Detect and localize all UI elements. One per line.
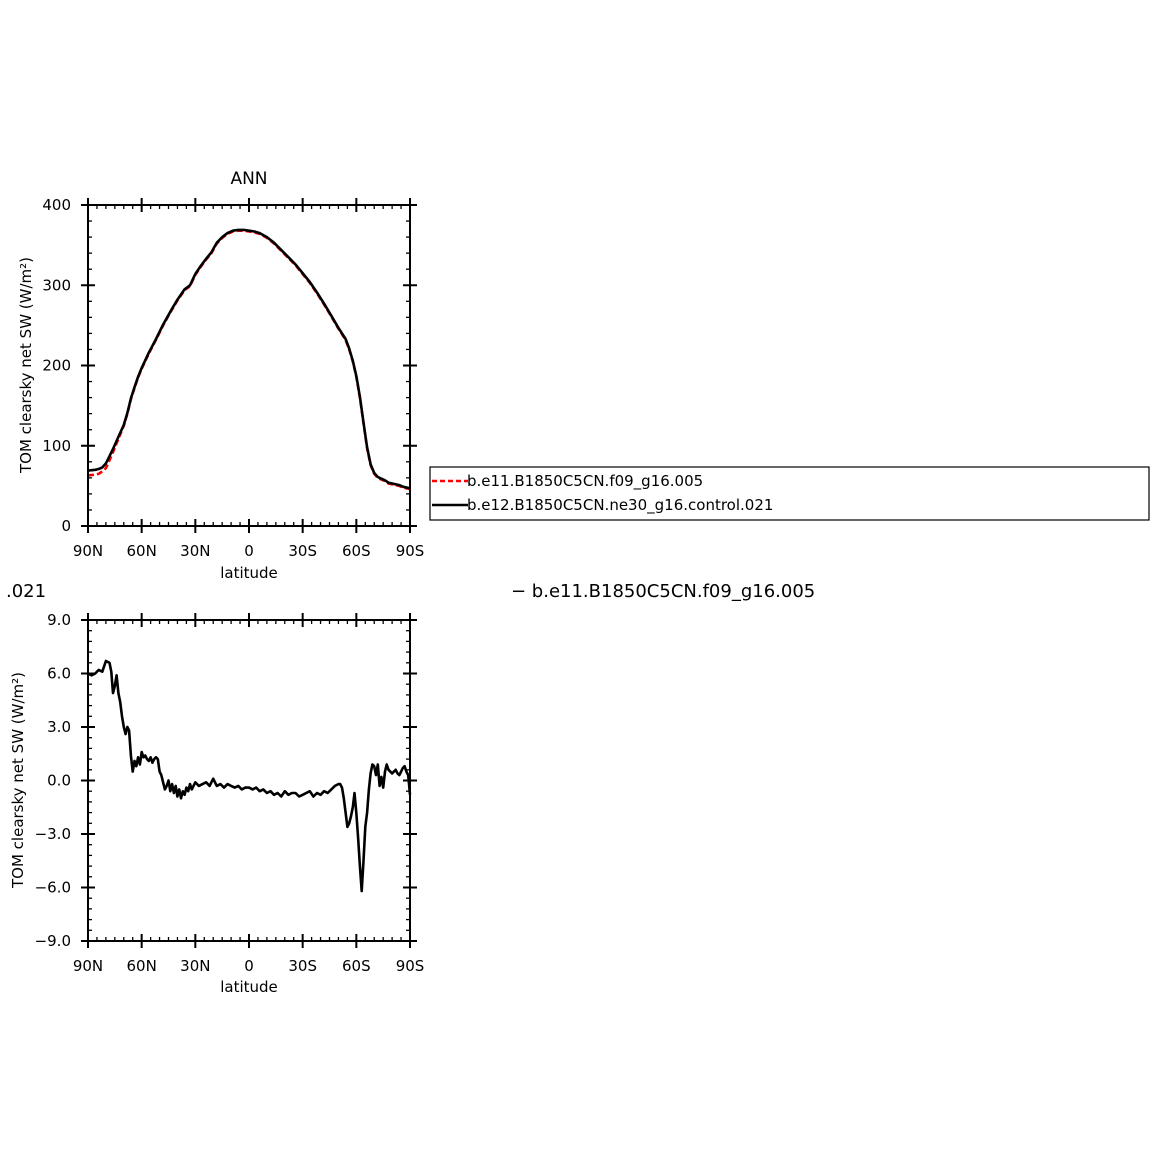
chart0-series-line-1 xyxy=(87,229,411,491)
chart1-series-line-1 xyxy=(87,659,412,893)
bottom-panel: 90N 60N 30N 0 30S 60S 90S −9.0 −6.0 −3.0 0.0 3.0 6.… xyxy=(9,611,424,996)
bottom-y-axis-title: TOM clearsky net SW (W/m²) xyxy=(9,672,27,889)
chart1-y-tick-label: 6.0 xyxy=(47,665,71,683)
chart0-x-tick-label: 0 xyxy=(244,542,254,560)
chart1-y-tick-label: 0.0 xyxy=(47,772,71,790)
diff-caption-left: .021 xyxy=(6,581,46,602)
chart1-x-tick-label: 90S xyxy=(396,957,425,975)
chart0-x-tick-label: 30N xyxy=(180,542,210,560)
chart0-y-tick-label: 100 xyxy=(42,437,71,455)
chart0-x-tick-label: 30S xyxy=(288,542,317,560)
bottom-ticks-group xyxy=(81,613,417,948)
chart0-x-tick-label: 90N xyxy=(73,542,103,560)
legend-label-series-2: b.e12.B1850C5CN.ne30_g16.control.021 xyxy=(467,496,773,515)
chart0-x-tick-label: 90S xyxy=(396,542,425,560)
chart1-x-tick-label: 30S xyxy=(288,957,317,975)
chart0-y-tick-label: 200 xyxy=(42,357,71,375)
top-panel: ANN 90N 60N 30N 0 30S 60S 90S 0 100 200 300 400 la… xyxy=(17,169,424,582)
chart0-x-tick-label: 60S xyxy=(342,542,371,560)
top-ticks-group xyxy=(81,198,417,533)
chart1-x-tick-label: 90N xyxy=(73,957,103,975)
top-y-tick-labels: 0 100 200 300 400 xyxy=(42,196,71,535)
legend-box xyxy=(429,466,1150,521)
chart1-y-tick-label: −9.0 xyxy=(35,932,71,950)
chart0-y-tick-label: 400 xyxy=(42,196,71,214)
bottom-series-group xyxy=(87,659,412,893)
legend-label-series-1: b.e11.B1850C5CN.f09_g16.005 xyxy=(467,472,703,491)
top-x-tick-labels: 90N 60N 30N 0 30S 60S 90S xyxy=(73,542,424,560)
chart0-y-tick-label: 300 xyxy=(42,276,71,294)
bottom-x-axis-title: latitude xyxy=(220,978,278,996)
chart1-y-tick-label: −6.0 xyxy=(35,879,71,897)
chart0-x-tick-label: 60N xyxy=(127,542,157,560)
chart1-x-tick-label: 60N xyxy=(127,957,157,975)
chart1-y-tick-label: 9.0 xyxy=(47,611,71,629)
bottom-y-tick-labels: −9.0 −6.0 −3.0 0.0 3.0 6.0 9.0 xyxy=(35,611,71,950)
chart0-series-line-2 xyxy=(87,228,411,490)
chart0-y-tick-label: 0 xyxy=(61,517,71,535)
top-x-axis-title: latitude xyxy=(220,564,278,582)
top-plot-frame xyxy=(87,204,411,527)
chart1-x-tick-label: 0 xyxy=(244,957,254,975)
chart1-y-tick-label: −3.0 xyxy=(35,825,71,843)
top-y-axis-title: TOM clearsky net SW (W/m²) xyxy=(17,257,35,474)
bottom-plot-frame xyxy=(87,619,411,942)
chart1-y-tick-label: 3.0 xyxy=(47,718,71,736)
bottom-x-tick-labels: 90N 60N 30N 0 30S 60S 90S xyxy=(73,957,424,975)
chart1-x-tick-label: 30N xyxy=(180,957,210,975)
diff-caption-right: − b.e11.B1850C5CN.f09_g16.005 xyxy=(511,581,815,602)
top-panel-title: ANN xyxy=(230,169,267,189)
top-series-group xyxy=(87,228,411,491)
chart1-x-tick-label: 60S xyxy=(342,957,371,975)
legend: b.e11.B1850C5CN.f09_g16.005 b.e12.B1850C… xyxy=(429,466,1150,521)
